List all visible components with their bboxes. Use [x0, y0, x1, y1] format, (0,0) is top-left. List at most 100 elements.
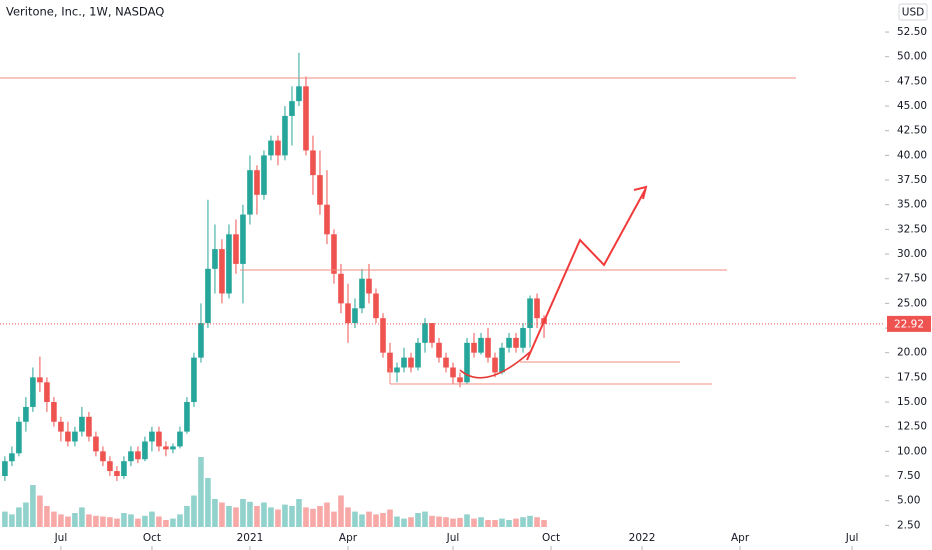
candle-body: [142, 441, 148, 460]
candle-body: [324, 204, 330, 235]
candle-body: [149, 431, 155, 442]
candle-body: [534, 298, 540, 319]
candle-body: [464, 342, 470, 383]
candle-body: [156, 431, 162, 447]
candle-body: [422, 323, 428, 343]
projection-arrow: [526, 189, 646, 361]
volume-bar: [149, 511, 155, 527]
volume-bar: [387, 509, 393, 527]
volume-bar: [37, 495, 43, 527]
y-tick-label: 30.00: [897, 248, 927, 260]
candle-body: [310, 150, 316, 176]
candle-body: [401, 357, 407, 368]
candle-body: [37, 377, 43, 383]
candle-body: [478, 337, 484, 353]
volume-bar: [499, 518, 505, 527]
volume-bar: [380, 513, 386, 527]
volume-bar: [23, 502, 29, 527]
candle-body: [177, 431, 183, 447]
candle-body: [352, 308, 358, 324]
y-tick-label: 47.50: [897, 75, 927, 87]
currency-box[interactable]: [898, 3, 928, 21]
volume-bar: [429, 515, 435, 527]
volume-bar: [401, 518, 407, 527]
volume-bar: [541, 520, 547, 527]
y-tick-label: 42.50: [897, 125, 927, 137]
candle-layer: [2, 52, 547, 481]
volume-bar: [191, 495, 197, 527]
y-tick-label: 25.00: [897, 297, 927, 309]
volume-bar: [51, 511, 57, 527]
candle-body: [114, 471, 120, 477]
candle-body: [268, 140, 274, 156]
y-tick-label: 10.00: [897, 445, 927, 457]
volume-bar: [275, 509, 281, 527]
volume-bar: [2, 511, 8, 527]
volume-bar: [492, 520, 498, 527]
candle-body: [387, 352, 393, 373]
candle-body: [205, 268, 211, 324]
candle-body: [317, 175, 323, 205]
volume-bar: [93, 515, 99, 527]
candle-body: [282, 115, 288, 156]
last-price-label: 22.92: [894, 318, 924, 330]
volume-bar: [317, 506, 323, 527]
volume-bar: [359, 514, 365, 527]
y-tick-label: 7.50: [897, 470, 920, 482]
volume-bar: [261, 502, 267, 527]
volume-bar: [156, 516, 162, 527]
volume-bar: [457, 517, 463, 527]
y-tick-label: 5.00: [897, 495, 920, 507]
last-price-box: [887, 315, 931, 332]
candle-body: [240, 214, 246, 264]
candle-body: [121, 461, 127, 477]
y-tick-label: 37.50: [897, 174, 927, 186]
volume-bar: [212, 499, 218, 527]
candle-body: [100, 451, 106, 462]
volume-bar: [408, 517, 414, 527]
volume-bar: [170, 518, 176, 527]
y-tick-label: 40.00: [897, 149, 927, 161]
y-tick-label: 52.50: [897, 26, 927, 38]
y-tick-label: 45.00: [897, 100, 927, 112]
volume-bar: [198, 457, 204, 527]
volume-bar: [44, 506, 50, 527]
volume-bar: [443, 517, 449, 527]
candle-body: [338, 273, 344, 304]
y-tick-label: 27.50: [897, 273, 927, 285]
x-tick-label: Jul: [54, 532, 68, 544]
volume-bar: [338, 495, 344, 527]
volume-bar: [436, 516, 442, 527]
volume-bar: [324, 502, 330, 527]
candle-body: [58, 421, 64, 432]
x-tick-label: Jul: [845, 532, 859, 544]
candle-body: [233, 234, 239, 264]
candle-body: [16, 421, 22, 454]
volume-bar: [128, 514, 134, 527]
chart-title: Veritone, Inc., 1W, NASDAQ: [6, 5, 164, 19]
volume-layer: [2, 457, 547, 527]
volume-bar: [520, 517, 526, 527]
volume-bar: [478, 517, 484, 527]
volume-bar: [534, 517, 540, 527]
candle-body: [93, 436, 99, 452]
candle-body: [163, 446, 169, 450]
volume-bar: [513, 518, 519, 527]
volume-bar: [282, 504, 288, 527]
volume-bar: [415, 513, 421, 527]
candle-body: [191, 357, 197, 403]
candle-body: [226, 234, 232, 294]
x-tick-label: Jul: [446, 532, 460, 544]
candle-body: [72, 431, 78, 442]
volume-bar: [268, 507, 274, 527]
volume-bar: [310, 508, 316, 527]
volume-bar: [100, 516, 106, 527]
price-axis: [885, 0, 932, 550]
candle-body: [9, 453, 15, 462]
cup-curve: [459, 351, 531, 379]
volume-bar: [366, 511, 372, 527]
candle-body: [415, 342, 421, 368]
candle-body: [198, 323, 204, 358]
currency-label[interactable]: USD: [902, 7, 924, 19]
